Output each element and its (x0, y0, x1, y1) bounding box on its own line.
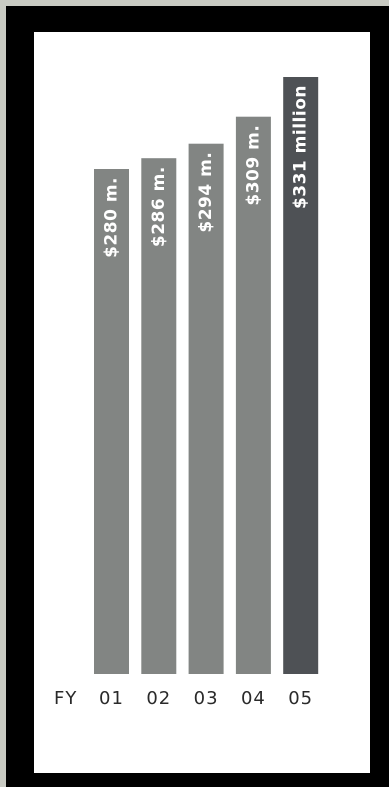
x-tick-label: 04 (241, 688, 266, 709)
bar-fy01 (94, 169, 129, 674)
bar-value-label: $331 million (291, 85, 311, 209)
bar-fy04 (235, 116, 271, 674)
x-tick-label: 03 (194, 688, 219, 709)
x-tick-label: 02 (146, 688, 171, 709)
chart-panel: $280 m. $286 m. $294 m. $309 m. $331 million… (34, 32, 370, 773)
bar-fy02 (141, 158, 177, 674)
bar-chart: $280 m. $286 m. $294 m. $309 m. $331 million… (54, 77, 319, 709)
x-axis-ticks: FY 01 02 03 04 05 (54, 688, 313, 709)
chart-frame: $280 m. $286 m. $294 m. $309 m. $331 million… (6, 6, 389, 787)
bar-value-label: $294 m. (196, 152, 216, 233)
x-tick-label: 05 (288, 688, 313, 709)
x-tick-label: 01 (99, 688, 124, 709)
axis-prefix-label: FY (54, 688, 77, 709)
bar-fy03 (188, 143, 224, 674)
bar-value-label: $286 m. (149, 166, 169, 247)
bars-layer: $280 m. $286 m. $294 m. $309 m. $331 million (94, 77, 319, 674)
bar-fy05 (283, 77, 319, 674)
bar-value-label: $309 m. (243, 125, 263, 206)
bar-value-label: $280 m. (102, 177, 122, 258)
